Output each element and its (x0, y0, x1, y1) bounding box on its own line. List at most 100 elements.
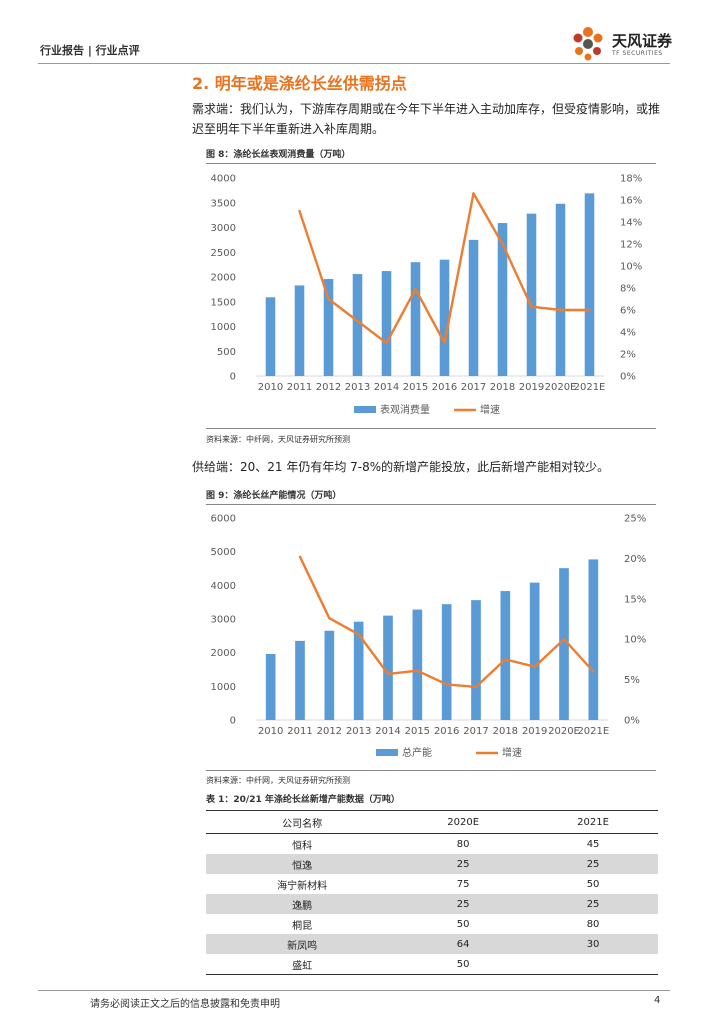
bar (265, 297, 276, 376)
table-cell-company: 海宁新材料 (277, 880, 328, 892)
y-tick-label-right: 20% (624, 554, 646, 565)
y-tick-label-left: 0 (230, 716, 236, 727)
bar (295, 640, 305, 720)
line-point (501, 242, 504, 246)
y-tick-label-right: 4% (620, 328, 636, 339)
line-point (472, 192, 475, 195)
legend-swatch-bar (376, 749, 398, 756)
table-cell-company: 新凤鸣 (206, 934, 399, 954)
figure-9-chart: 0 1000 2000 3000 4000 5000 6000 0% 5% 10% 15% 20% 25… (211, 514, 647, 760)
table-cell-2021e: 45 (586, 838, 600, 850)
x-tick-label: 2017 (463, 726, 488, 737)
bar (381, 271, 392, 376)
table-cell-2021e (528, 954, 658, 975)
x-tick-label: 2020E (548, 726, 580, 737)
footer-disclaimer: 请务必阅读正文之后的信息披露和免责申明 (90, 999, 280, 1010)
line-point (443, 341, 446, 345)
figure-9-top-rule (206, 504, 656, 505)
table-row: 海宁新材料 75 50 (206, 874, 658, 894)
bar (410, 262, 421, 376)
bar (584, 193, 595, 376)
line-point (328, 616, 331, 620)
y-tick-label-left: 2500 (211, 248, 236, 259)
table-cell-2020e: 50 (398, 954, 529, 975)
x-tick-label: 2015 (405, 726, 430, 737)
demand-paragraph: 需求端：我们认为，下游库存周期或在今年下半年进入主动加库存，但受疫情影响，或推迟… (192, 102, 661, 136)
x-tick-label: 2020E (545, 382, 577, 393)
section-title: 2. 明年或是涤纶长丝供需拐点 (192, 74, 407, 93)
company-logo-icon (573, 27, 603, 61)
line-point (327, 297, 330, 301)
table-cell-2021e: 80 (586, 918, 600, 930)
bar (526, 213, 537, 376)
line-point (504, 658, 507, 661)
y-tick-label-right: 18% (620, 174, 642, 185)
line-point (592, 670, 595, 673)
bar (265, 654, 276, 720)
bar (294, 285, 305, 376)
x-tick-label: 2017 (461, 382, 486, 393)
bar (468, 239, 479, 376)
figure-9-bottom-rule (206, 770, 656, 771)
line-point (588, 308, 591, 312)
legend-label-bar: 总产能 (402, 746, 432, 759)
table-cell-2020e: 25 (398, 894, 529, 914)
table-header-2020e: 2020E (398, 810, 529, 834)
table-cell-2021e: 50 (586, 878, 600, 890)
y-tick-label-left: 500 (217, 347, 236, 358)
table-cell-2021e: 25 (528, 854, 658, 874)
table-cell-2021e: 25 (528, 894, 658, 914)
y-tick-label-left: 1500 (211, 297, 236, 308)
table-row: 桐昆 50 80 (206, 914, 658, 934)
y-tick-label-right: 10% (624, 635, 646, 646)
table-cell-company: 恒逸 (206, 854, 399, 874)
x-tick-label: 2012 (317, 726, 342, 737)
figure-9-title: 图 9：涤纶长丝产能情况（万吨） (206, 491, 342, 501)
line-point (386, 672, 390, 676)
header-divider (38, 63, 670, 64)
bar (439, 259, 450, 376)
table-header-row: 公司名称 2020E 2021E (206, 810, 658, 834)
supply-paragraph: 供给端：20、21 年仍有年均 7-8%的新增产能投放，此后新增产能相对较少。 (192, 460, 610, 474)
x-tick-label: 2021E (577, 726, 609, 737)
x-tick-label: 2010 (258, 726, 283, 737)
bar (323, 278, 334, 376)
y-tick-label-left: 2000 (211, 273, 236, 284)
figure-8-chart: 0 500 1000 1500 2000 2500 3000 3500 4000 0% 2% 4% 6%… (211, 174, 643, 417)
table-row: 盛虹 50 (206, 954, 658, 975)
y-tick-label-right: 5% (624, 675, 640, 686)
line-point (298, 555, 302, 558)
table-cell-2020e: 80 (456, 838, 470, 850)
table-cell-company: 逸鹏 (206, 894, 399, 914)
y-tick-label-right: 0% (624, 716, 640, 727)
table-row: 新凤鸣 64 30 (206, 934, 658, 954)
line-point (298, 209, 301, 213)
x-tick-label: 2019 (519, 382, 544, 393)
line-point (530, 305, 533, 308)
bar (588, 559, 599, 720)
table-1-title: 表 1：20/21 年涤纶长丝新增产能数据（万吨） (206, 795, 400, 805)
bar (324, 630, 335, 720)
y-tick-label-left: 3000 (211, 615, 236, 626)
legend-swatch-bar (354, 406, 376, 413)
y-tick-label-right: 2% (620, 350, 636, 361)
y-tick-label-right: 14% (620, 218, 642, 229)
report-type-label: 行业报告 | 行业点评 (40, 44, 140, 57)
table-cell-2020e: 64 (398, 934, 529, 954)
y-tick-label-right: 12% (620, 240, 642, 251)
figure-8-source: 资料来源：中纤网，天风证券研究所预测 (206, 435, 350, 444)
table-cell-company: 盛虹 (206, 954, 399, 975)
bar (441, 604, 452, 720)
x-tick-label: 2011 (287, 382, 312, 393)
line-point (562, 638, 566, 641)
y-tick-label-right: 16% (620, 196, 642, 207)
legend-label-bar: 表观消费量 (380, 403, 430, 416)
y-tick-label-right: 10% (620, 262, 642, 273)
line-point (356, 319, 359, 323)
figure-9-source: 资料来源：中纤网，天风证券研究所预测 (206, 776, 350, 785)
x-tick-label: 2014 (375, 726, 400, 737)
y-tick-label-left: 4000 (211, 174, 236, 185)
y-tick-label-left: 4000 (211, 581, 236, 592)
company-logo-subtitle: TF SECURITIES (612, 50, 663, 57)
figure-8-bottom-rule (206, 428, 656, 429)
